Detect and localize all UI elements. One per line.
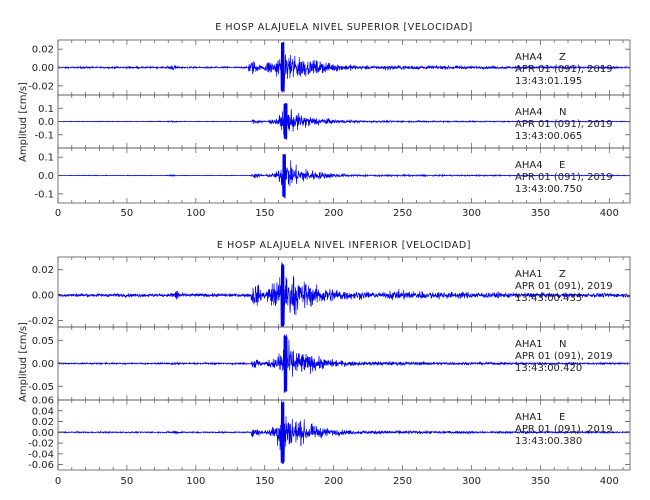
trace-time: 13:43:00.065 [515, 131, 582, 142]
x-tick-label: 300 [462, 476, 481, 487]
trace-station: AHA4 [515, 52, 543, 63]
chart-1: E HOSP ALAJUELA NIVEL SUPERIOR [VELOCIDA… [18, 22, 631, 219]
trace-time: 13:43:00.380 [515, 436, 582, 447]
trace-component: N [559, 339, 566, 350]
y-tick-label: -0.1 [34, 130, 54, 141]
y-tick-label: -0.04 [28, 449, 54, 460]
trace-station: AHA4 [515, 107, 543, 118]
y-tick-label: 0.1 [38, 153, 54, 164]
y-tick-label: 0.0 [38, 117, 54, 128]
y-tick-label: -0.02 [28, 316, 54, 327]
trace-time: 13:43:00.420 [515, 363, 582, 374]
y-axis-label: Amplitud [cm/s] [18, 322, 29, 402]
y-tick-label: -0.02 [28, 81, 54, 92]
x-tick-label: 50 [121, 208, 134, 219]
trace-date: APR 01 (091), 2019 [515, 172, 613, 183]
x-tick-label: 250 [393, 476, 412, 487]
trace-date: APR 01 (091), 2019 [515, 119, 613, 130]
y-tick-label: 0.00 [32, 291, 54, 302]
trace-panel-AHA1-E: -0.06-0.04-0.020.000.020.040.06 AHA1 EAPR … [28, 396, 631, 471]
trace-component: Z [559, 52, 566, 63]
panel-frame [57, 399, 631, 471]
x-tick-label: 350 [531, 208, 550, 219]
y-tick-label: -0.02 [28, 439, 54, 450]
trace-component: E [559, 160, 565, 171]
y-tick-label: 0.05 [32, 336, 54, 347]
y-tick-label: 0.02 [32, 417, 54, 428]
x-tick-label: 0 [55, 208, 61, 219]
y-tick-label: 0.06 [32, 396, 54, 407]
x-tick-label: 100 [186, 476, 205, 487]
trace-date: APR 01 (091), 2019 [515, 424, 613, 435]
trace-station: AHA1 [515, 412, 543, 423]
y-tick-label: 0.0 [38, 171, 54, 182]
trace-station: AHA4 [515, 160, 543, 171]
waveform-AHA4-N [57, 102, 631, 140]
waveform-AHA1-E [57, 400, 631, 465]
y-axis-label: Amplitud [cm/s] [18, 82, 29, 162]
x-tick-label: 100 [186, 208, 205, 219]
chart-title: E HOSP ALAJUELA NIVEL SUPERIOR [VELOCIDA… [215, 22, 473, 33]
trace-date: APR 01 (091), 2019 [515, 64, 613, 75]
y-tick-label: 0.00 [32, 359, 54, 370]
waveform-AHA1-N [57, 334, 631, 394]
panel-frame [57, 256, 631, 328]
y-tick-label: 0.04 [32, 406, 54, 417]
trace-time: 13:43:01.195 [515, 76, 582, 87]
x-tick-label: 250 [393, 208, 412, 219]
y-tick-label: 0.1 [38, 104, 54, 115]
trace-station: AHA1 [515, 269, 543, 280]
y-tick-label: -0.05 [28, 382, 54, 393]
y-tick-label: 0.00 [32, 63, 54, 74]
y-tick-label: -0.06 [28, 460, 54, 471]
y-tick-label: -0.1 [34, 189, 54, 200]
trace-component: N [559, 107, 566, 118]
x-tick-label: 350 [531, 476, 550, 487]
y-tick-label: 0.00 [32, 428, 54, 439]
trace-component: Z [559, 269, 566, 280]
trace-date: APR 01 (091), 2019 [515, 351, 613, 362]
trace-component: E [559, 412, 565, 423]
trace-station: AHA1 [515, 339, 543, 350]
x-tick-label: 300 [462, 208, 481, 219]
y-tick-label: 0.02 [32, 45, 54, 56]
waveform-AHA4-E [57, 153, 631, 199]
x-tick-label: 150 [255, 208, 274, 219]
x-tick-label: 400 [600, 208, 619, 219]
chart-title: E HOSP ALAJUELA NIVEL INFERIOR [VELOCIDA… [217, 240, 471, 251]
x-tick-label: 200 [324, 476, 343, 487]
waveform-AHA1-Z [57, 262, 631, 327]
trace-date: APR 01 (091), 2019 [515, 281, 613, 292]
x-tick-label: 200 [324, 208, 343, 219]
x-tick-label: 50 [121, 476, 134, 487]
x-tick-label: 0 [55, 476, 61, 487]
waveform-AHA4-Z [57, 41, 631, 94]
x-tick-label: 400 [600, 476, 619, 487]
trace-time: 13:43:00.750 [515, 184, 582, 195]
x-tick-label: 150 [255, 476, 274, 487]
y-tick-label: 0.02 [32, 265, 54, 276]
trace-time: 13:43:00.435 [515, 293, 582, 304]
chart-2: E HOSP ALAJUELA NIVEL INFERIOR [VELOCIDA… [18, 240, 631, 487]
